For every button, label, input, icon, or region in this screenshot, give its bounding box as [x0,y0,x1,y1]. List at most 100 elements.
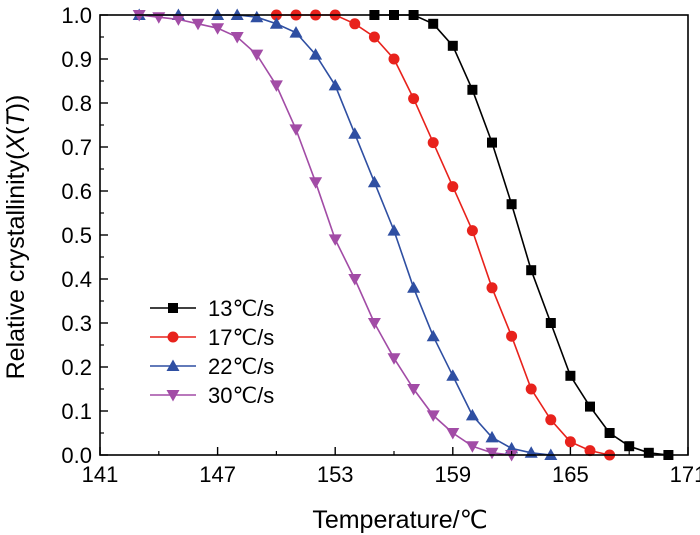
data-point-3-8 [309,48,323,60]
y-tick-label-3: 0.2 [61,355,92,380]
data-point-2-6 [368,31,380,43]
y-tick-label-1: 0.0 [61,443,92,468]
data-point-2-14 [525,383,537,395]
data-point-3-5 [250,10,264,23]
data-point-3-6 [269,17,283,29]
data-point-1-15 [643,447,654,458]
y-tick-label-7: 0.6 [61,179,92,204]
series-3 [132,8,558,460]
data-point-3-13 [407,281,421,293]
y-axis-title-prefix: Relative crystallinity( [2,151,30,380]
data-point-1-10 [545,318,556,328]
series-4 [132,10,519,462]
series-line-1 [374,14,669,456]
data-point-2-11 [466,225,478,237]
x-axis-title: Temperature/℃ [312,506,487,534]
data-point-4-12 [348,274,362,286]
data-point-1-14 [624,441,635,452]
y-axis-title-close: )) [2,95,30,112]
data-point-3-16 [465,408,479,421]
series-line-4 [139,14,512,456]
data-point-4-5 [211,23,225,35]
data-point-2-12 [486,282,498,294]
y-tick-label-4: 0.3 [61,311,92,336]
legend-marker-2 [167,331,179,343]
legend-marker-4 [166,390,180,402]
data-point-2-7 [388,53,400,65]
data-point-4-18 [465,441,479,453]
data-point-2-15 [545,414,557,426]
y-tick-label-11: 1.0 [61,3,92,28]
data-point-2-8 [408,93,420,105]
legend-label-1: 13℃/s [208,296,274,321]
data-point-3-12 [387,224,401,236]
series-line-3 [139,14,551,456]
series-2 [270,9,616,461]
data-point-2-9 [427,137,439,149]
x-tick-label-3: 153 [317,462,354,487]
data-point-1-6 [467,84,478,95]
data-point-4-6 [230,32,244,44]
y-axis-title-arg: T [2,110,30,127]
legend: 13℃/s 17℃/s 22℃/s 30℃/s [150,296,274,408]
legend-label-2: 17℃/s [208,325,274,350]
data-point-4-15 [407,384,421,396]
legend-item-1: 13℃/s [150,296,274,321]
y-tick-label-2: 0.1 [61,399,92,424]
legend-item-3: 22℃/s [150,354,274,379]
data-point-2-16 [564,436,576,448]
y-tick-label-9: 0.8 [61,91,92,116]
data-point-4-13 [367,318,381,330]
data-point-3-7 [289,26,303,38]
y-axis-title: Relative crystallinity(X(T)) [2,95,30,380]
data-point-1-13 [604,428,615,438]
ticks: 141 147 153 159 165 171 0.0 0.1 0.2 0.3 0.4 0.5 0.6 0… [61,3,700,487]
data-point-1-5 [447,40,458,51]
data-point-2-10 [447,181,459,193]
y-axis-title-var: X [2,134,30,153]
data-point-1-11 [565,370,576,381]
data-point-2-5 [349,18,361,30]
data-point-4-7 [250,49,264,62]
data-point-1-12 [585,401,595,412]
data-point-3-17 [485,430,499,443]
data-point-4-8 [269,80,283,92]
data-point-4-11 [328,234,342,246]
x-tick-label-5: 165 [552,462,589,487]
data-point-3-15 [446,369,460,381]
y-axis-title-open: ( [2,126,30,135]
data-point-3-10 [348,127,362,139]
x-tick-label-4: 159 [434,462,471,487]
data-point-4-3 [171,14,185,26]
y-tick-label-5: 0.4 [61,267,92,292]
legend-label-3: 22℃/s [208,354,274,379]
data-point-3-9 [328,78,342,91]
data-point-1-9 [526,265,537,276]
legend-marker-1 [168,303,178,313]
data-point-4-9 [289,124,303,136]
data-point-4-4 [191,18,205,31]
legend-label-4: 30℃/s [208,383,274,408]
legend-item-4: 30℃/s [150,383,274,408]
x-tick-label-1: 141 [82,462,119,487]
data-point-4-10 [309,177,323,189]
y-tick-label-10: 0.9 [61,47,92,72]
data-point-3-14 [426,329,440,342]
data-point-2-17 [584,445,596,457]
legend-marker-3 [166,359,180,371]
x-tick-label-6: 171 [670,462,700,487]
data-point-2-13 [506,330,518,342]
data-point-1-7 [487,137,497,148]
y-tick-label-6: 0.5 [61,223,92,248]
data-point-3-11 [367,175,381,188]
data-point-4-16 [426,410,440,422]
data-point-4-17 [446,428,460,440]
legend-item-2: 17℃/s [150,325,274,350]
data-point-4-14 [387,353,401,365]
data-point-1-4 [428,18,439,29]
x-tick-label-2: 147 [199,462,236,487]
data-point-1-8 [506,199,517,210]
data-point-4-19 [485,447,499,460]
series-line-2 [276,14,610,456]
